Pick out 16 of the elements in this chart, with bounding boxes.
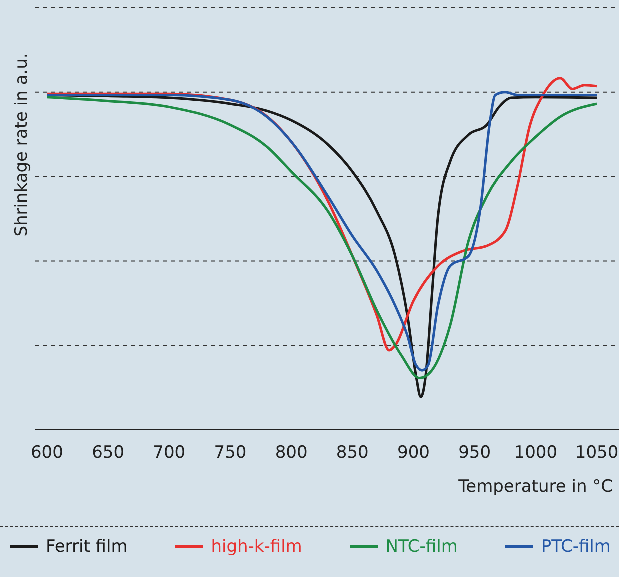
legend-label: high-k-film — [211, 537, 302, 557]
x-tick-label: 950 — [458, 443, 492, 464]
x-tick-label: 600 — [30, 443, 64, 464]
legend-label: NTC-film — [386, 537, 458, 557]
x-tick-label: 1050 — [575, 443, 619, 464]
x-tick-label: 700 — [153, 443, 186, 464]
x-tick-label: 800 — [275, 443, 308, 464]
y-axis-title: Shrinkage rate in a.u. — [12, 53, 32, 237]
x-tick-label: 1000 — [514, 443, 558, 464]
x-tick-label: 750 — [214, 443, 247, 464]
x-tick-label: 900 — [398, 443, 430, 464]
legend-label: Ferrit film — [46, 537, 128, 557]
legend-label: PTC-film — [541, 537, 611, 557]
x-axis-title: Temperature in °C — [458, 477, 613, 497]
x-tick-label: 850 — [336, 443, 369, 464]
x-tick-label: 650 — [92, 443, 125, 464]
